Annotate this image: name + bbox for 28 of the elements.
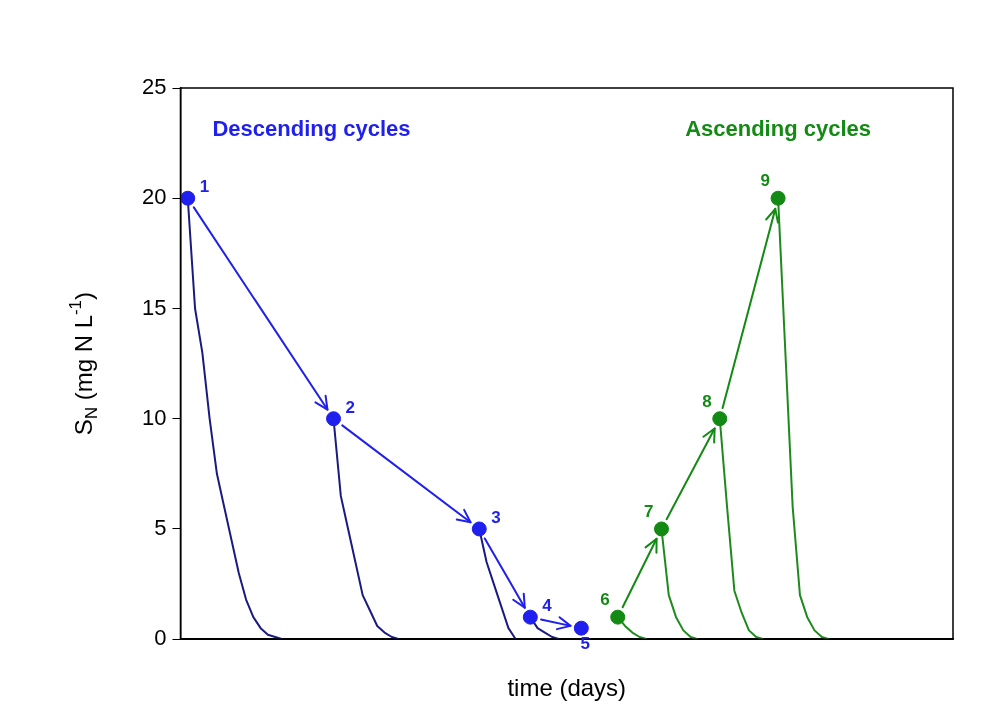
annotation: 3 bbox=[491, 508, 501, 528]
point bbox=[573, 620, 589, 636]
y-tick-label: 15 bbox=[141, 294, 167, 320]
annotation: 6 bbox=[600, 590, 610, 610]
y-tick-label: 0 bbox=[154, 625, 167, 651]
annotation: 4 bbox=[542, 596, 553, 616]
annotation: 1 bbox=[199, 177, 210, 197]
point bbox=[326, 411, 342, 427]
annotation: 9 bbox=[760, 171, 771, 191]
x-axis-title: time (days) bbox=[507, 674, 627, 702]
point bbox=[522, 609, 538, 625]
annotation: 8 bbox=[702, 391, 712, 411]
annotation: 7 bbox=[644, 502, 654, 522]
y-tick-label: 5 bbox=[154, 515, 167, 541]
point bbox=[712, 411, 728, 427]
point bbox=[653, 521, 669, 537]
point bbox=[610, 609, 626, 625]
text: Ascending cycles bbox=[685, 116, 872, 142]
point bbox=[180, 190, 196, 206]
text: Descending cycles bbox=[212, 116, 411, 142]
y-tick-label: 25 bbox=[141, 74, 167, 100]
annotation: 2 bbox=[345, 397, 355, 417]
point bbox=[471, 521, 487, 537]
y-tick-label: 20 bbox=[141, 184, 167, 210]
point bbox=[770, 190, 786, 206]
annotation: 5 bbox=[580, 634, 591, 654]
y-axis-title: SN (mg N L-1) bbox=[65, 292, 102, 436]
y-tick-label: 10 bbox=[141, 404, 167, 430]
